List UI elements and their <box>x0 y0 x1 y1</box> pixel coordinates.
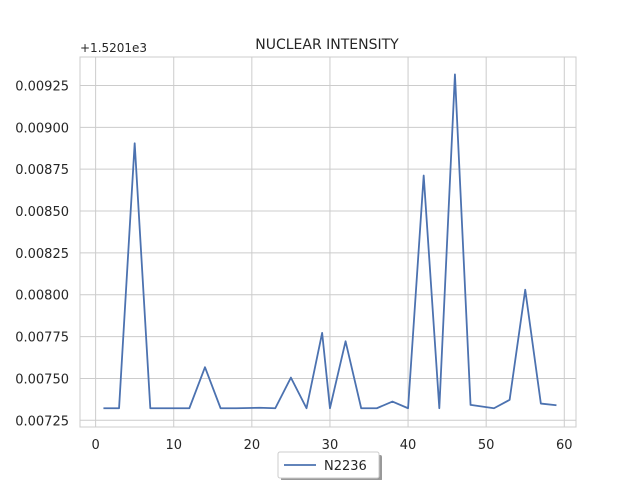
x-tick-label: 40 <box>400 438 417 453</box>
series-line-n2236 <box>103 73 557 410</box>
y-tick-label: 0.00725 <box>15 414 69 429</box>
x-tick-label: 50 <box>478 438 495 453</box>
series-group <box>103 73 557 410</box>
y-tick-label: 0.00750 <box>15 372 69 387</box>
legend: N2236 <box>277 451 382 480</box>
y-tick-label: 0.00825 <box>15 247 69 262</box>
x-tick-label: 20 <box>244 438 261 453</box>
legend-box <box>277 451 380 479</box>
x-axis-ticks: 0 10 20 30 40 50 60 <box>91 438 572 453</box>
x-tick-label: 60 <box>556 438 573 453</box>
chart-title: NUCLEAR INTENSITY <box>255 37 399 53</box>
y-tick-label: 0.00800 <box>15 289 69 304</box>
x-tick-label: 10 <box>165 438 182 453</box>
legend-label-n2236: N2236 <box>324 459 367 474</box>
y-tick-label: 0.00925 <box>15 79 69 94</box>
grid-lines <box>80 57 576 427</box>
y-tick-label: 0.00850 <box>15 205 69 220</box>
plot-area <box>79 56 577 428</box>
x-tick-label: 30 <box>322 438 339 453</box>
y-tick-label: 0.00775 <box>15 331 69 346</box>
y-tick-label: 0.00900 <box>15 121 69 136</box>
y-axis-ticks: 0.00725 0.00750 0.00775 0.00800 0.00825 0.008… <box>15 79 69 429</box>
y-tick-label: 0.00875 <box>15 163 69 178</box>
y-offset-label: +1.5201e3 <box>80 41 147 55</box>
x-tick-label: 0 <box>91 438 99 453</box>
